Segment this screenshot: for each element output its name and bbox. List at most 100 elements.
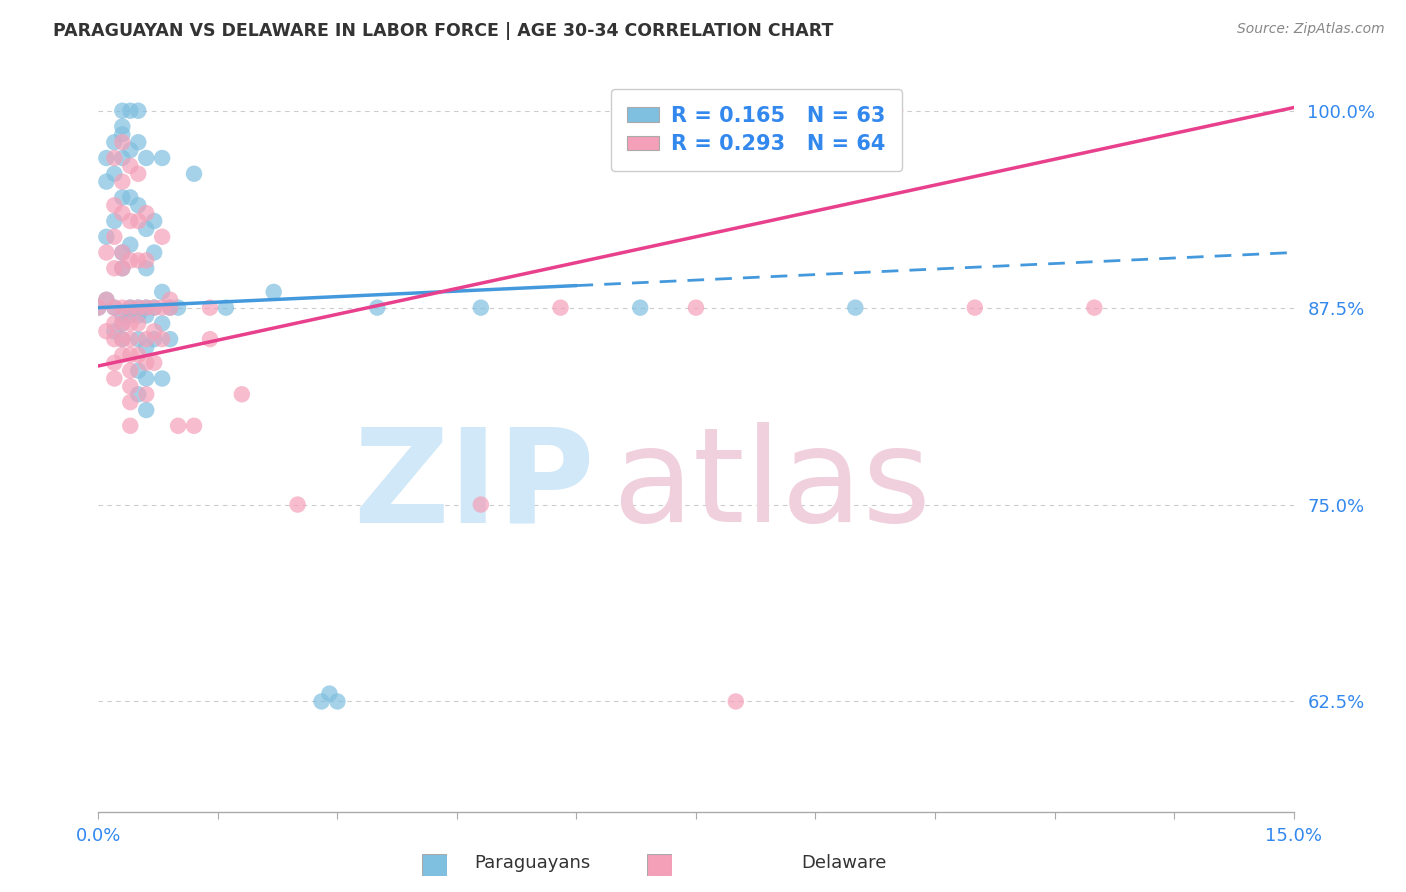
- Point: [103, 301, 125, 315]
- Point: [150, 229, 173, 244]
- Point: [127, 309, 149, 323]
- Point: [198, 332, 221, 346]
- Point: [159, 301, 181, 315]
- Point: [103, 371, 125, 385]
- Point: [135, 371, 157, 385]
- Point: [127, 301, 149, 315]
- Point: [111, 206, 134, 220]
- Point: [127, 253, 149, 268]
- Point: [127, 317, 149, 331]
- Point: [111, 301, 134, 315]
- Point: [135, 403, 157, 417]
- Text: Source: ZipAtlas.com: Source: ZipAtlas.com: [1237, 22, 1385, 37]
- Point: [103, 167, 125, 181]
- Point: [127, 103, 149, 118]
- Point: [470, 498, 492, 512]
- Point: [103, 229, 125, 244]
- Point: [135, 261, 157, 276]
- Point: [111, 261, 134, 276]
- Point: [96, 324, 118, 338]
- Point: [127, 301, 149, 315]
- Point: [143, 301, 166, 315]
- Point: [135, 340, 157, 354]
- Point: [127, 364, 149, 378]
- Point: [127, 387, 149, 401]
- Point: [127, 214, 149, 228]
- Point: [120, 332, 142, 346]
- Point: [96, 245, 118, 260]
- Point: [120, 418, 142, 433]
- Point: [1083, 301, 1105, 315]
- Point: [120, 190, 142, 204]
- Point: [111, 175, 134, 189]
- Point: [143, 356, 166, 370]
- Point: [103, 198, 125, 212]
- Point: [111, 245, 134, 260]
- Point: [111, 128, 134, 142]
- Point: [143, 324, 166, 338]
- Point: [111, 151, 134, 165]
- Point: [366, 301, 388, 315]
- Point: [470, 301, 492, 315]
- Point: [111, 309, 134, 323]
- Point: [120, 143, 142, 157]
- Point: [326, 694, 349, 708]
- Point: [127, 348, 149, 362]
- Point: [103, 332, 125, 346]
- Point: [167, 418, 190, 433]
- Point: [127, 135, 149, 149]
- Point: [159, 332, 181, 346]
- Point: [103, 151, 125, 165]
- Point: [120, 301, 142, 315]
- Point: [111, 190, 134, 204]
- Point: [685, 301, 707, 315]
- Legend: R = 0.165   N = 63, R = 0.293   N = 64: R = 0.165 N = 63, R = 0.293 N = 64: [610, 89, 903, 171]
- Point: [111, 348, 134, 362]
- Point: [96, 293, 118, 307]
- Point: [150, 301, 173, 315]
- Point: [628, 301, 651, 315]
- Text: ZIP: ZIP: [353, 423, 595, 549]
- Point: [103, 135, 125, 149]
- Point: [127, 198, 149, 212]
- Point: [311, 694, 333, 708]
- Point: [120, 395, 142, 409]
- Point: [127, 167, 149, 181]
- Point: [120, 379, 142, 393]
- Point: [135, 206, 157, 220]
- Point: [87, 301, 110, 315]
- Point: [103, 261, 125, 276]
- Point: [550, 301, 572, 315]
- Point: [143, 214, 166, 228]
- Point: [111, 261, 134, 276]
- Point: [135, 356, 157, 370]
- Point: [87, 301, 110, 315]
- Point: [167, 301, 190, 315]
- Point: [96, 151, 118, 165]
- Point: [103, 301, 125, 315]
- Point: [159, 301, 181, 315]
- Point: [143, 245, 166, 260]
- Point: [103, 214, 125, 228]
- Point: [135, 309, 157, 323]
- Point: [127, 332, 149, 346]
- Point: [120, 348, 142, 362]
- Point: [111, 135, 134, 149]
- Point: [96, 175, 118, 189]
- Point: [120, 364, 142, 378]
- Text: Delaware: Delaware: [801, 855, 887, 872]
- Point: [263, 285, 285, 299]
- Point: [120, 237, 142, 252]
- Point: [111, 120, 134, 134]
- Point: [111, 317, 134, 331]
- Point: [111, 317, 134, 331]
- Point: [143, 332, 166, 346]
- Point: [143, 301, 166, 315]
- Point: [111, 332, 134, 346]
- Point: [724, 694, 747, 708]
- Point: [135, 301, 157, 315]
- Point: [150, 332, 173, 346]
- Point: [103, 356, 125, 370]
- Point: [120, 253, 142, 268]
- Point: [318, 687, 340, 701]
